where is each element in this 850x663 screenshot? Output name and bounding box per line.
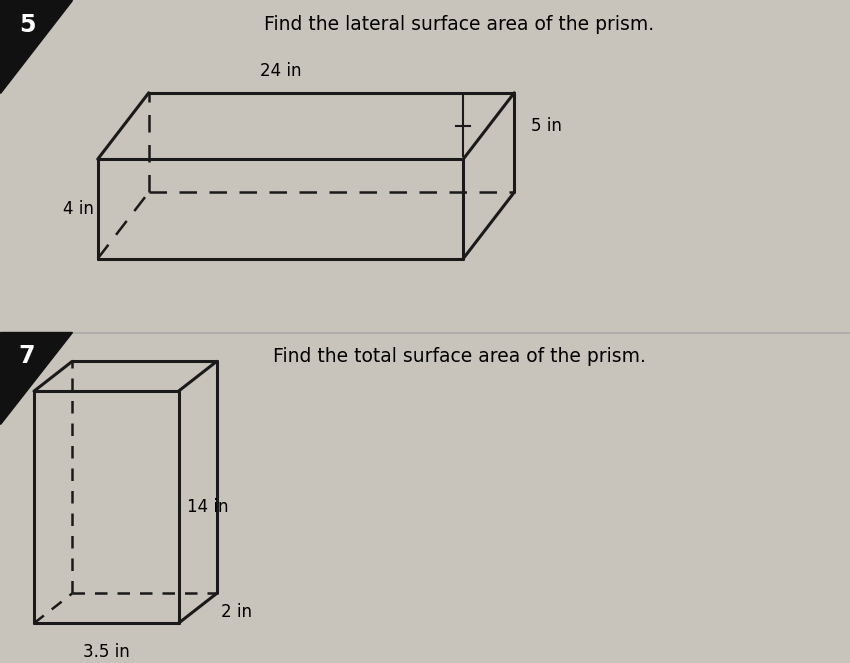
Text: 24 in: 24 in	[260, 62, 301, 80]
Text: 2 in: 2 in	[221, 603, 252, 621]
Text: 4 in: 4 in	[63, 200, 94, 218]
Polygon shape	[0, 332, 72, 424]
Text: 7: 7	[19, 344, 35, 369]
Text: Find the lateral surface area of the prism.: Find the lateral surface area of the pri…	[264, 15, 654, 34]
Text: Find the total surface area of the prism.: Find the total surface area of the prism…	[273, 347, 645, 366]
Text: 5 in: 5 in	[531, 117, 562, 135]
Text: 14 in: 14 in	[187, 498, 229, 516]
Polygon shape	[0, 0, 72, 93]
Text: 5: 5	[19, 13, 35, 37]
Text: 3.5 in: 3.5 in	[82, 643, 129, 661]
